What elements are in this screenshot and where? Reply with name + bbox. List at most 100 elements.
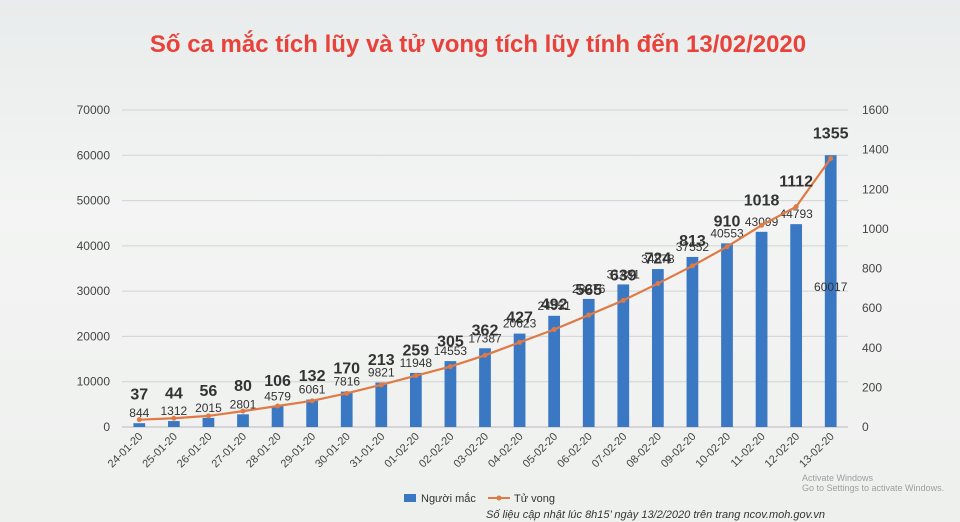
y-left-tick-label: 60000 <box>77 148 111 162</box>
death-value-label: 213 <box>368 352 395 369</box>
chart-title: Số ca mắc tích lũy và tử vong tích lũy t… <box>150 30 806 58</box>
x-tick-label: 29-01-20 <box>279 431 319 471</box>
bar <box>755 231 768 427</box>
death-value-label: 259 <box>403 343 430 360</box>
x-tick-label: 24-01-20 <box>106 431 146 471</box>
death-value-label: 37 <box>130 387 148 404</box>
death-point <box>413 373 419 379</box>
death-value-label: 56 <box>200 383 218 400</box>
y-axis-left: 0 10000 20000 30000 40000 50000 60000 70000 <box>77 103 111 434</box>
death-point <box>240 408 246 414</box>
death-value-label: 639 <box>610 267 637 284</box>
bar-series <box>133 155 837 427</box>
bar-value-label: 43099 <box>745 215 779 229</box>
bar-value-label: 2801 <box>230 397 257 411</box>
death-point <box>759 222 765 228</box>
death-value-label: 132 <box>299 368 326 385</box>
bar <box>790 224 803 427</box>
bar <box>548 315 561 427</box>
death-point <box>620 297 626 303</box>
x-tick-label: 07-02-20 <box>590 431 630 471</box>
bar-value-label: 20623 <box>503 317 537 331</box>
death-point <box>309 398 315 404</box>
x-tick-label: 10-02-20 <box>693 431 733 471</box>
death-point <box>828 156 834 162</box>
bar-value-label: 60017 <box>814 280 848 294</box>
bar <box>721 243 733 427</box>
bar-value-label: 37552 <box>676 240 710 254</box>
y-left-tick-label: 50000 <box>77 194 111 208</box>
bar <box>167 421 180 427</box>
y-left-tick-label: 0 <box>103 420 110 434</box>
x-tick-label: 04-02-20 <box>486 431 526 471</box>
x-tick-label: 28-01-20 <box>244 431 284 471</box>
bar <box>479 348 491 427</box>
x-tick-label: 26-01-20 <box>175 431 215 471</box>
bar-value-label: 24551 <box>537 299 571 313</box>
bar <box>271 406 284 427</box>
death-point <box>689 263 695 269</box>
bar <box>375 382 388 427</box>
bar <box>686 256 699 427</box>
legend-label-line: Tử vong <box>514 493 555 505</box>
bar-value-label: 7816 <box>333 375 360 389</box>
watermark-line1: Activate Windows <box>802 473 874 483</box>
y-left-tick-label: 40000 <box>77 239 111 253</box>
y-right-tick-label: 200 <box>862 380 882 394</box>
death-point <box>724 244 730 250</box>
bar-value-label: 34878 <box>641 252 675 266</box>
bar-value-label: 17387 <box>468 331 502 345</box>
x-tick-label: 25-01-20 <box>140 431 180 471</box>
bar <box>202 417 215 427</box>
y-right-tick-label: 600 <box>862 301 882 315</box>
x-tick-label: 11-02-20 <box>729 431 768 470</box>
y-left-tick-label: 30000 <box>77 284 111 298</box>
death-value-label: 1355 <box>813 126 849 143</box>
x-tick-label: 08-02-20 <box>624 431 664 471</box>
footnote: Số liệu cập nhật lúc 8h15’ ngày 13/2/202… <box>486 509 825 521</box>
legend-swatch-bar <box>404 494 416 502</box>
bar-value-label: 28276 <box>572 282 606 296</box>
y-axis-right: 0 200 400 600 800 1000 1200 1400 1600 <box>862 103 889 434</box>
line-series <box>136 156 834 423</box>
x-tick-label: 03-02-20 <box>451 431 491 471</box>
death-point <box>551 327 557 333</box>
death-point <box>205 413 211 419</box>
bar <box>340 391 353 427</box>
death-point <box>447 364 453 370</box>
x-tick-label: 02-02-20 <box>417 431 457 471</box>
bar-value-label: 4579 <box>264 389 291 403</box>
death-value-label: 305 <box>437 334 464 351</box>
bar <box>444 361 457 427</box>
death-value-label: 44 <box>165 385 183 402</box>
death-point <box>275 403 281 409</box>
death-point <box>586 312 592 318</box>
y-left-tick-label: 10000 <box>77 375 111 389</box>
death-value-label: 565 <box>575 282 602 299</box>
x-tick-label: 05-02-20 <box>521 431 561 471</box>
death-point <box>793 204 799 210</box>
bar-labels: 844 1312 2015 2801 4579 6061 7816 9821 119481455… <box>129 207 847 420</box>
x-tick-label: 31-01-20 <box>348 431 388 471</box>
y-right-tick-label: 1600 <box>862 103 889 117</box>
y-right-tick-label: 800 <box>862 262 882 276</box>
legend-label-bar: Người mắc <box>421 492 476 505</box>
death-value-label: 910 <box>714 214 741 231</box>
bar-value-label: 40553 <box>710 226 744 240</box>
x-axis: 24-01-2025-01-2026-01-2027-01-2028-01-20… <box>106 431 837 471</box>
bar <box>824 155 837 427</box>
legend: Người mắc Tử vong <box>404 492 555 505</box>
bar-value-label: 14553 <box>434 344 468 358</box>
death-value-label: 427 <box>506 309 533 326</box>
bar-value-label: 6061 <box>299 383 326 397</box>
bar <box>133 423 146 427</box>
death-value-label: 80 <box>234 378 252 395</box>
watermark-line2: Go to Settings to activate Windows. <box>802 483 944 493</box>
x-tick-label: 06-02-20 <box>555 431 595 471</box>
x-tick-label: 13-02-20 <box>797 431 837 471</box>
bar-value-label: 9821 <box>368 366 395 380</box>
death-point <box>517 339 523 345</box>
y-right-tick-label: 1400 <box>862 143 889 157</box>
death-value-label: 1018 <box>744 192 780 209</box>
